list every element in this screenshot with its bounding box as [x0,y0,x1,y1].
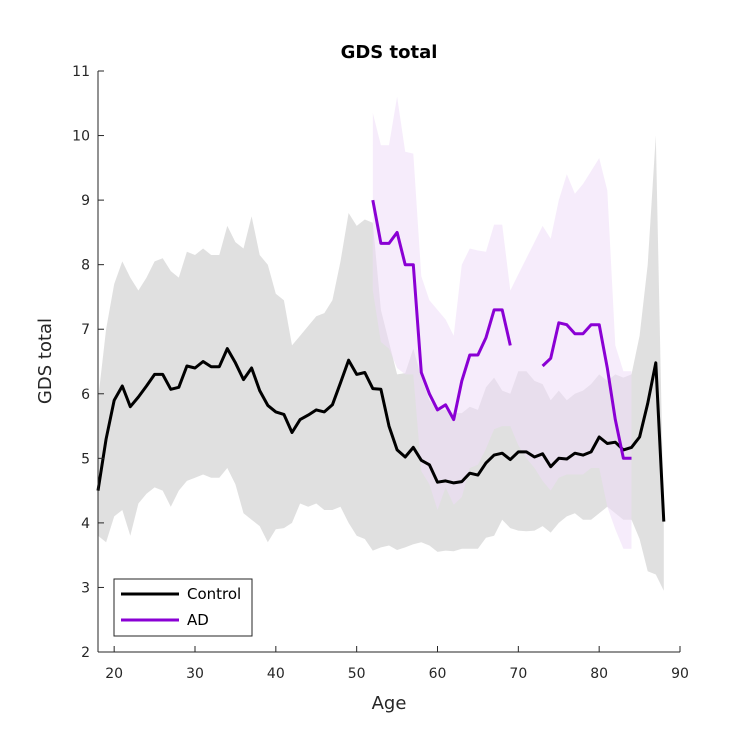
ad-series-line [541,321,632,460]
x-tick-label: 40 [267,666,285,682]
y-tick-label: 9 [81,193,90,209]
legend-box [113,578,253,637]
legend-label-control: Control [187,585,241,603]
y-axis-title: GDS total [35,318,56,404]
x-tick-label: 60 [429,666,447,682]
y-tick-label: 7 [81,322,90,338]
chart-title: GDS total [341,42,438,63]
control-confidence-band [98,135,664,591]
y-tick-label: 3 [81,580,90,596]
control-series-line [96,347,666,522]
ad-confidence-band [372,96,632,549]
y-tick-label: 11 [72,64,90,80]
confidence-bands [98,96,664,591]
x-tick-label: 30 [186,666,204,682]
x-tick-label: 50 [348,666,366,682]
series-lines [96,199,666,522]
y-tick-label: 5 [81,451,90,467]
y-tick-label: 8 [81,258,90,274]
y-tick-label: 2 [81,645,90,661]
x-tick-label: 20 [105,666,123,682]
x-tick-label: 80 [590,666,608,682]
x-tick-label: 70 [509,666,527,682]
y-tick-label: 4 [81,516,90,532]
y-tick-label: 6 [81,387,90,403]
x-tick-label: 90 [671,666,689,682]
legend: Control AD [113,578,253,637]
x-axis-title: Age [372,693,407,714]
y-axis-ticks: 2 3 4 5 6 7 8 9 10 11 [72,64,104,661]
x-axis-ticks: 20 30 40 50 60 70 80 90 [105,646,689,682]
ad-series-line [371,199,512,422]
legend-label-ad: AD [187,611,209,629]
y-tick-label: 10 [72,129,90,145]
